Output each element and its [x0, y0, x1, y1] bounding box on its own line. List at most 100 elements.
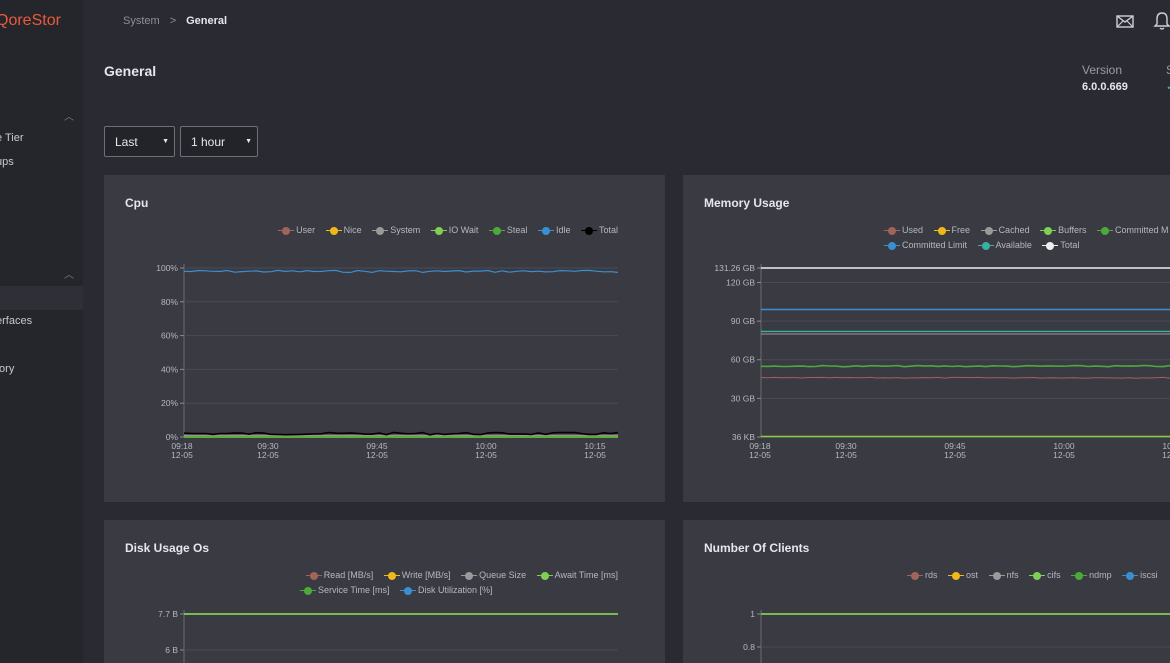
legend-label: Await Time [ms] — [554, 570, 618, 580]
legend-item[interactable]: ost — [948, 570, 978, 580]
breadcrumb-parent[interactable]: System — [123, 15, 160, 27]
app-logo[interactable]: QoreStor — [0, 12, 61, 29]
legend-item[interactable]: Disk Utilization [%] — [400, 585, 493, 595]
memory-legend-row2: Committed Limit Available Total — [876, 240, 1079, 250]
range-mode-select[interactable]: Last ▼ — [104, 126, 175, 157]
legend-item[interactable]: iscsi — [1122, 570, 1158, 580]
legend-item[interactable]: Total — [1042, 240, 1079, 250]
x-tick-label: 12-05 — [475, 450, 497, 460]
legend-marker — [1029, 571, 1046, 580]
legend-label: Read [MB/s] — [323, 570, 374, 580]
legend-label: Steal — [506, 225, 528, 235]
legend-item[interactable]: cifs — [1029, 570, 1061, 580]
y-tick-label: 60% — [161, 331, 178, 341]
legend-label: ndmp — [1089, 570, 1112, 580]
legend-item[interactable]: Used — [884, 225, 923, 235]
x-tick-label: 09:45 — [366, 441, 388, 451]
cpu-panel-title: Cpu — [125, 196, 149, 210]
clients-panel: Number Of Clients rds ost nfs cifs ndmp … — [683, 520, 1170, 663]
clients-chart: 10.8 — [743, 609, 1170, 663]
legend-label: Service Time [ms] — [318, 585, 390, 595]
legend-label: Available — [995, 240, 1032, 250]
sidebar-item-active[interactable] — [0, 286, 83, 310]
legend-item[interactable]: Steal — [488, 225, 528, 235]
y-tick-label: 30 GB — [731, 393, 755, 403]
legend-marker — [980, 226, 997, 235]
legend-marker — [884, 226, 900, 235]
range-mode-value: Last — [115, 135, 138, 149]
x-tick-label: 09:45 — [944, 441, 966, 451]
breadcrumb-current: General — [186, 15, 228, 27]
clients-legend: rds ost nfs cifs ndmp iscsi — [899, 570, 1158, 580]
legend-item[interactable]: Await Time [ms] — [536, 570, 618, 580]
check-icon: ✓ — [1166, 80, 1170, 93]
chevron-up-icon[interactable]: ︿ — [64, 270, 74, 281]
x-tick-label: 10:00 — [475, 441, 497, 451]
y-tick-label: 7.7 B — [158, 609, 178, 619]
legend-label: ost — [966, 570, 979, 580]
legend-marker — [1042, 241, 1059, 250]
range-period-select[interactable]: 1 hour ▼ — [180, 126, 258, 157]
y-tick-label: 90 GB — [731, 316, 755, 326]
legend-item[interactable]: Committed Limit — [884, 240, 967, 250]
legend-label: System — [390, 225, 421, 235]
legend-label: Used — [902, 225, 924, 235]
legend-marker — [948, 571, 965, 580]
legend-item[interactable]: System — [372, 225, 420, 235]
bell-icon[interactable] — [1151, 10, 1170, 32]
legend-item[interactable]: Available — [977, 240, 1032, 250]
memory-panel: Memory Usage Used Free Cached Buffers Co… — [683, 175, 1170, 502]
main-content: System > General General Version 6.0.0.669… — [83, 0, 1170, 663]
legend-label: IO Wait — [448, 225, 479, 235]
legend-item[interactable]: nfs — [988, 570, 1019, 580]
x-tick-label: 12-05 — [749, 450, 771, 460]
legend-item[interactable]: User — [278, 225, 315, 235]
legend-label: Buffers — [1058, 225, 1087, 235]
x-tick-label: 09:18 — [171, 441, 193, 451]
legend-item[interactable]: Buffers — [1040, 225, 1086, 235]
chevron-up-icon[interactable]: ︿ — [64, 112, 74, 123]
legend-item[interactable]: Service Time [ms] — [300, 585, 390, 595]
version-label: Version — [1082, 63, 1123, 77]
sidebar-item-interfaces[interactable]: erfaces — [0, 315, 33, 327]
x-tick-label: 12-05 — [171, 450, 193, 460]
legend-item[interactable]: Write [MB/s] — [383, 570, 451, 580]
y-tick-label: 0.8 — [743, 642, 755, 652]
x-tick-label: 09:30 — [835, 441, 857, 451]
cpu-legend: User Nice System IO Wait Steal Idle Tota… — [270, 225, 618, 235]
legend-marker — [383, 571, 400, 580]
legend-item[interactable]: rds — [907, 570, 938, 580]
legend-label: nfs — [1006, 570, 1019, 580]
legend-item[interactable]: Total — [580, 225, 618, 235]
legend-item[interactable]: Cached — [980, 225, 1030, 235]
legend-item[interactable]: Nice — [325, 225, 362, 235]
legend-label: Total — [1060, 240, 1080, 250]
legend-item[interactable]: IO Wait — [430, 225, 479, 235]
legend-item[interactable]: Queue Size — [461, 570, 526, 580]
cpu-panel: Cpu User Nice System IO Wait Steal Idle … — [104, 175, 665, 502]
y-tick-label: 80% — [161, 297, 178, 307]
breadcrumb-separator: > — [169, 15, 177, 27]
sidebar-item-groups[interactable]: ups — [0, 156, 14, 168]
legend-item[interactable]: ndmp — [1071, 570, 1112, 580]
legend-label: Nice — [343, 225, 362, 235]
y-tick-label: 60 GB — [731, 355, 755, 365]
legend-item[interactable]: Free — [933, 225, 970, 235]
legend-label: User — [296, 225, 316, 235]
legend-label: Total — [598, 225, 618, 235]
legend-marker — [430, 226, 447, 235]
legend-marker — [1071, 571, 1088, 580]
legend-label: iscsi — [1140, 570, 1158, 580]
legend-label: Committed Limit — [902, 240, 968, 250]
legend-marker — [536, 571, 553, 580]
legend-item[interactable]: Committed M — [1096, 225, 1169, 235]
x-tick-label: 09:18 — [749, 441, 771, 451]
legend-item[interactable]: Read [MB/s] — [305, 570, 374, 580]
legend-item[interactable]: Idle — [537, 225, 570, 235]
sidebar-item-tier[interactable]: e Tier — [0, 132, 24, 144]
y-tick-label: 40% — [161, 364, 178, 374]
y-tick-label: 100% — [156, 263, 178, 273]
sidebar-item-history[interactable]: tory — [0, 363, 15, 375]
legend-marker — [977, 241, 994, 250]
messages-icon[interactable] — [1114, 10, 1136, 32]
